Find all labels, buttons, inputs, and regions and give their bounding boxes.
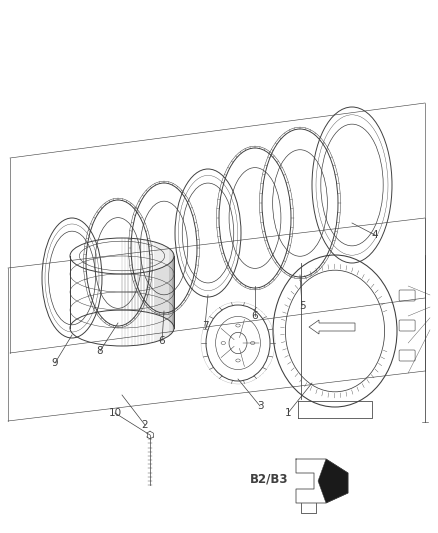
Text: 5: 5 [299, 301, 305, 311]
Text: B2/B3: B2/B3 [250, 472, 288, 486]
Text: 10: 10 [109, 408, 122, 418]
Text: 1: 1 [285, 408, 291, 418]
Text: 3: 3 [257, 401, 263, 411]
Text: 6: 6 [159, 336, 165, 346]
Polygon shape [318, 459, 348, 503]
Text: 4: 4 [372, 230, 378, 240]
FancyArrow shape [309, 320, 355, 334]
Text: 8: 8 [97, 346, 103, 356]
Text: 6: 6 [252, 311, 258, 321]
Text: 2: 2 [141, 420, 148, 430]
Text: 7: 7 [201, 321, 208, 331]
Text: 9: 9 [52, 358, 58, 368]
